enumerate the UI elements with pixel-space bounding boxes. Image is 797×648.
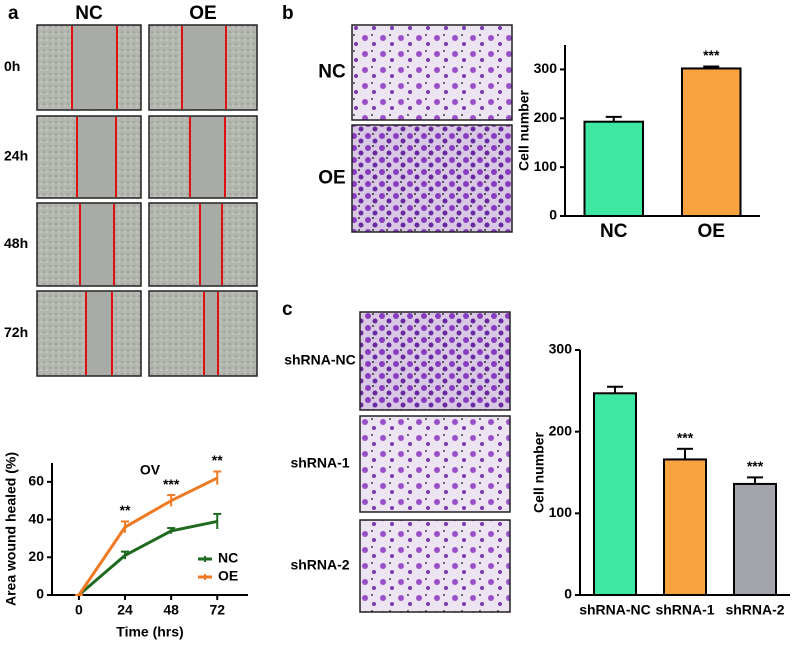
wound-gap: [190, 117, 225, 197]
panel-label: b: [282, 3, 294, 24]
micrograph: [359, 415, 511, 513]
y-tick-label: 20: [28, 548, 44, 564]
legend-label: NC: [218, 550, 238, 566]
significance: ***: [163, 476, 180, 492]
wound-gap: [182, 26, 226, 109]
y-axis-label: Area wound healed (%): [3, 452, 19, 606]
panel-label: a: [8, 3, 19, 24]
bar: [593, 392, 637, 596]
row-label: shRNA-2: [290, 557, 349, 573]
significance: ***: [677, 430, 694, 446]
wound-gap: [72, 26, 117, 109]
x-axis-label: Time (hrs): [116, 624, 183, 640]
row-label: shRNA-NC: [284, 352, 356, 368]
significance: ***: [747, 458, 764, 474]
row-label: shRNA-1: [290, 455, 349, 471]
x-tick-label: shRNA-NC: [579, 602, 651, 618]
row-label: NC: [318, 62, 346, 83]
bar: [583, 120, 644, 217]
wound-gap: [86, 292, 112, 375]
y-tick-label: 0: [549, 207, 557, 223]
significance: ***: [703, 47, 720, 63]
row-label: 48h: [4, 235, 28, 251]
x-tick-label: 48: [163, 602, 179, 618]
column-label: OE: [189, 3, 216, 24]
x-tick-label: shRNA-1: [655, 602, 714, 618]
y-axis-label: Cell number: [531, 431, 547, 512]
y-tick-label: 300: [549, 341, 573, 357]
bar: [733, 482, 777, 596]
y-tick-label: 100: [534, 158, 558, 174]
panel-label: c: [282, 299, 293, 320]
legend-label: OE: [218, 568, 238, 584]
x-tick-label: 24: [117, 602, 133, 618]
x-tick-label: shRNA-2: [725, 602, 784, 618]
y-tick-label: 100: [549, 504, 573, 520]
y-tick-label: 60: [28, 473, 44, 489]
column-label: NC: [75, 3, 103, 24]
y-tick-label: 40: [28, 510, 44, 526]
wound-gap: [77, 117, 116, 197]
micrograph: [351, 24, 513, 121]
x-tick-label: NC: [600, 221, 628, 242]
series-line: [77, 476, 218, 596]
x-tick-label: 0: [75, 602, 83, 618]
x-tick-label: 72: [209, 602, 225, 618]
y-tick-label: 0: [36, 586, 44, 602]
significance: **: [120, 502, 131, 518]
significance: **: [212, 452, 223, 468]
x-tick-label: OE: [698, 221, 725, 242]
y-tick-label: 0: [564, 586, 572, 602]
micrograph: [351, 124, 513, 233]
row-label: OE: [318, 168, 345, 189]
row-label: 0h: [4, 58, 20, 74]
bar: [681, 67, 742, 217]
row-label: 72h: [4, 324, 28, 340]
micrograph: [359, 519, 511, 613]
wound-gap: [204, 292, 218, 375]
chart-title: OV: [140, 462, 161, 478]
wound-gap: [80, 204, 114, 285]
wound-gap: [200, 204, 222, 285]
y-tick-label: 300: [534, 60, 558, 76]
y-tick-label: 200: [549, 422, 573, 438]
bar: [663, 458, 707, 596]
y-axis-label: Cell number: [516, 89, 532, 170]
row-label: 24h: [4, 148, 28, 164]
series-line: [77, 519, 218, 597]
micrograph: [359, 311, 511, 411]
y-tick-label: 200: [534, 109, 558, 125]
